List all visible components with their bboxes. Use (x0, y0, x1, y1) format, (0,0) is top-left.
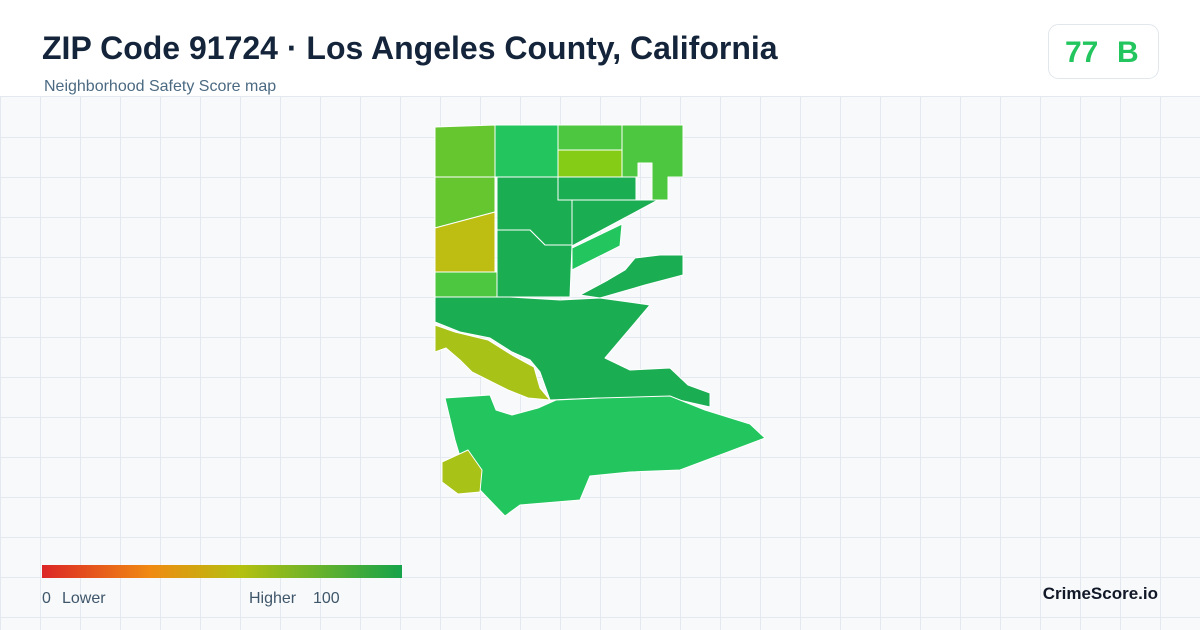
legend-gradient (42, 565, 402, 578)
area (434, 124, 496, 178)
map-grid (0, 97, 1200, 630)
area (434, 296, 711, 408)
area (444, 394, 766, 517)
area (579, 254, 684, 299)
area (571, 199, 659, 247)
legend-min-label: Lower (62, 590, 106, 607)
area (557, 124, 623, 151)
title: ZIP Code 91724 · Los Angeles County, Cal… (42, 30, 778, 66)
area (494, 124, 559, 178)
area (434, 271, 498, 298)
score-value: 77 (1065, 36, 1098, 69)
brand: CrimeScore.io (1043, 584, 1158, 603)
area (571, 223, 623, 271)
zip-map (434, 124, 766, 517)
score-grade: B (1117, 36, 1139, 69)
area (441, 449, 483, 495)
area (557, 176, 637, 201)
legend-max: 100 (313, 590, 340, 607)
subtitle: Neighborhood Safety Score map (44, 78, 276, 95)
area (557, 149, 623, 178)
area (434, 324, 551, 401)
score-badge (1048, 24, 1159, 79)
header-band (0, 0, 1200, 96)
legend-max-label: Higher (249, 590, 297, 607)
legend-min: 0 (42, 590, 51, 607)
